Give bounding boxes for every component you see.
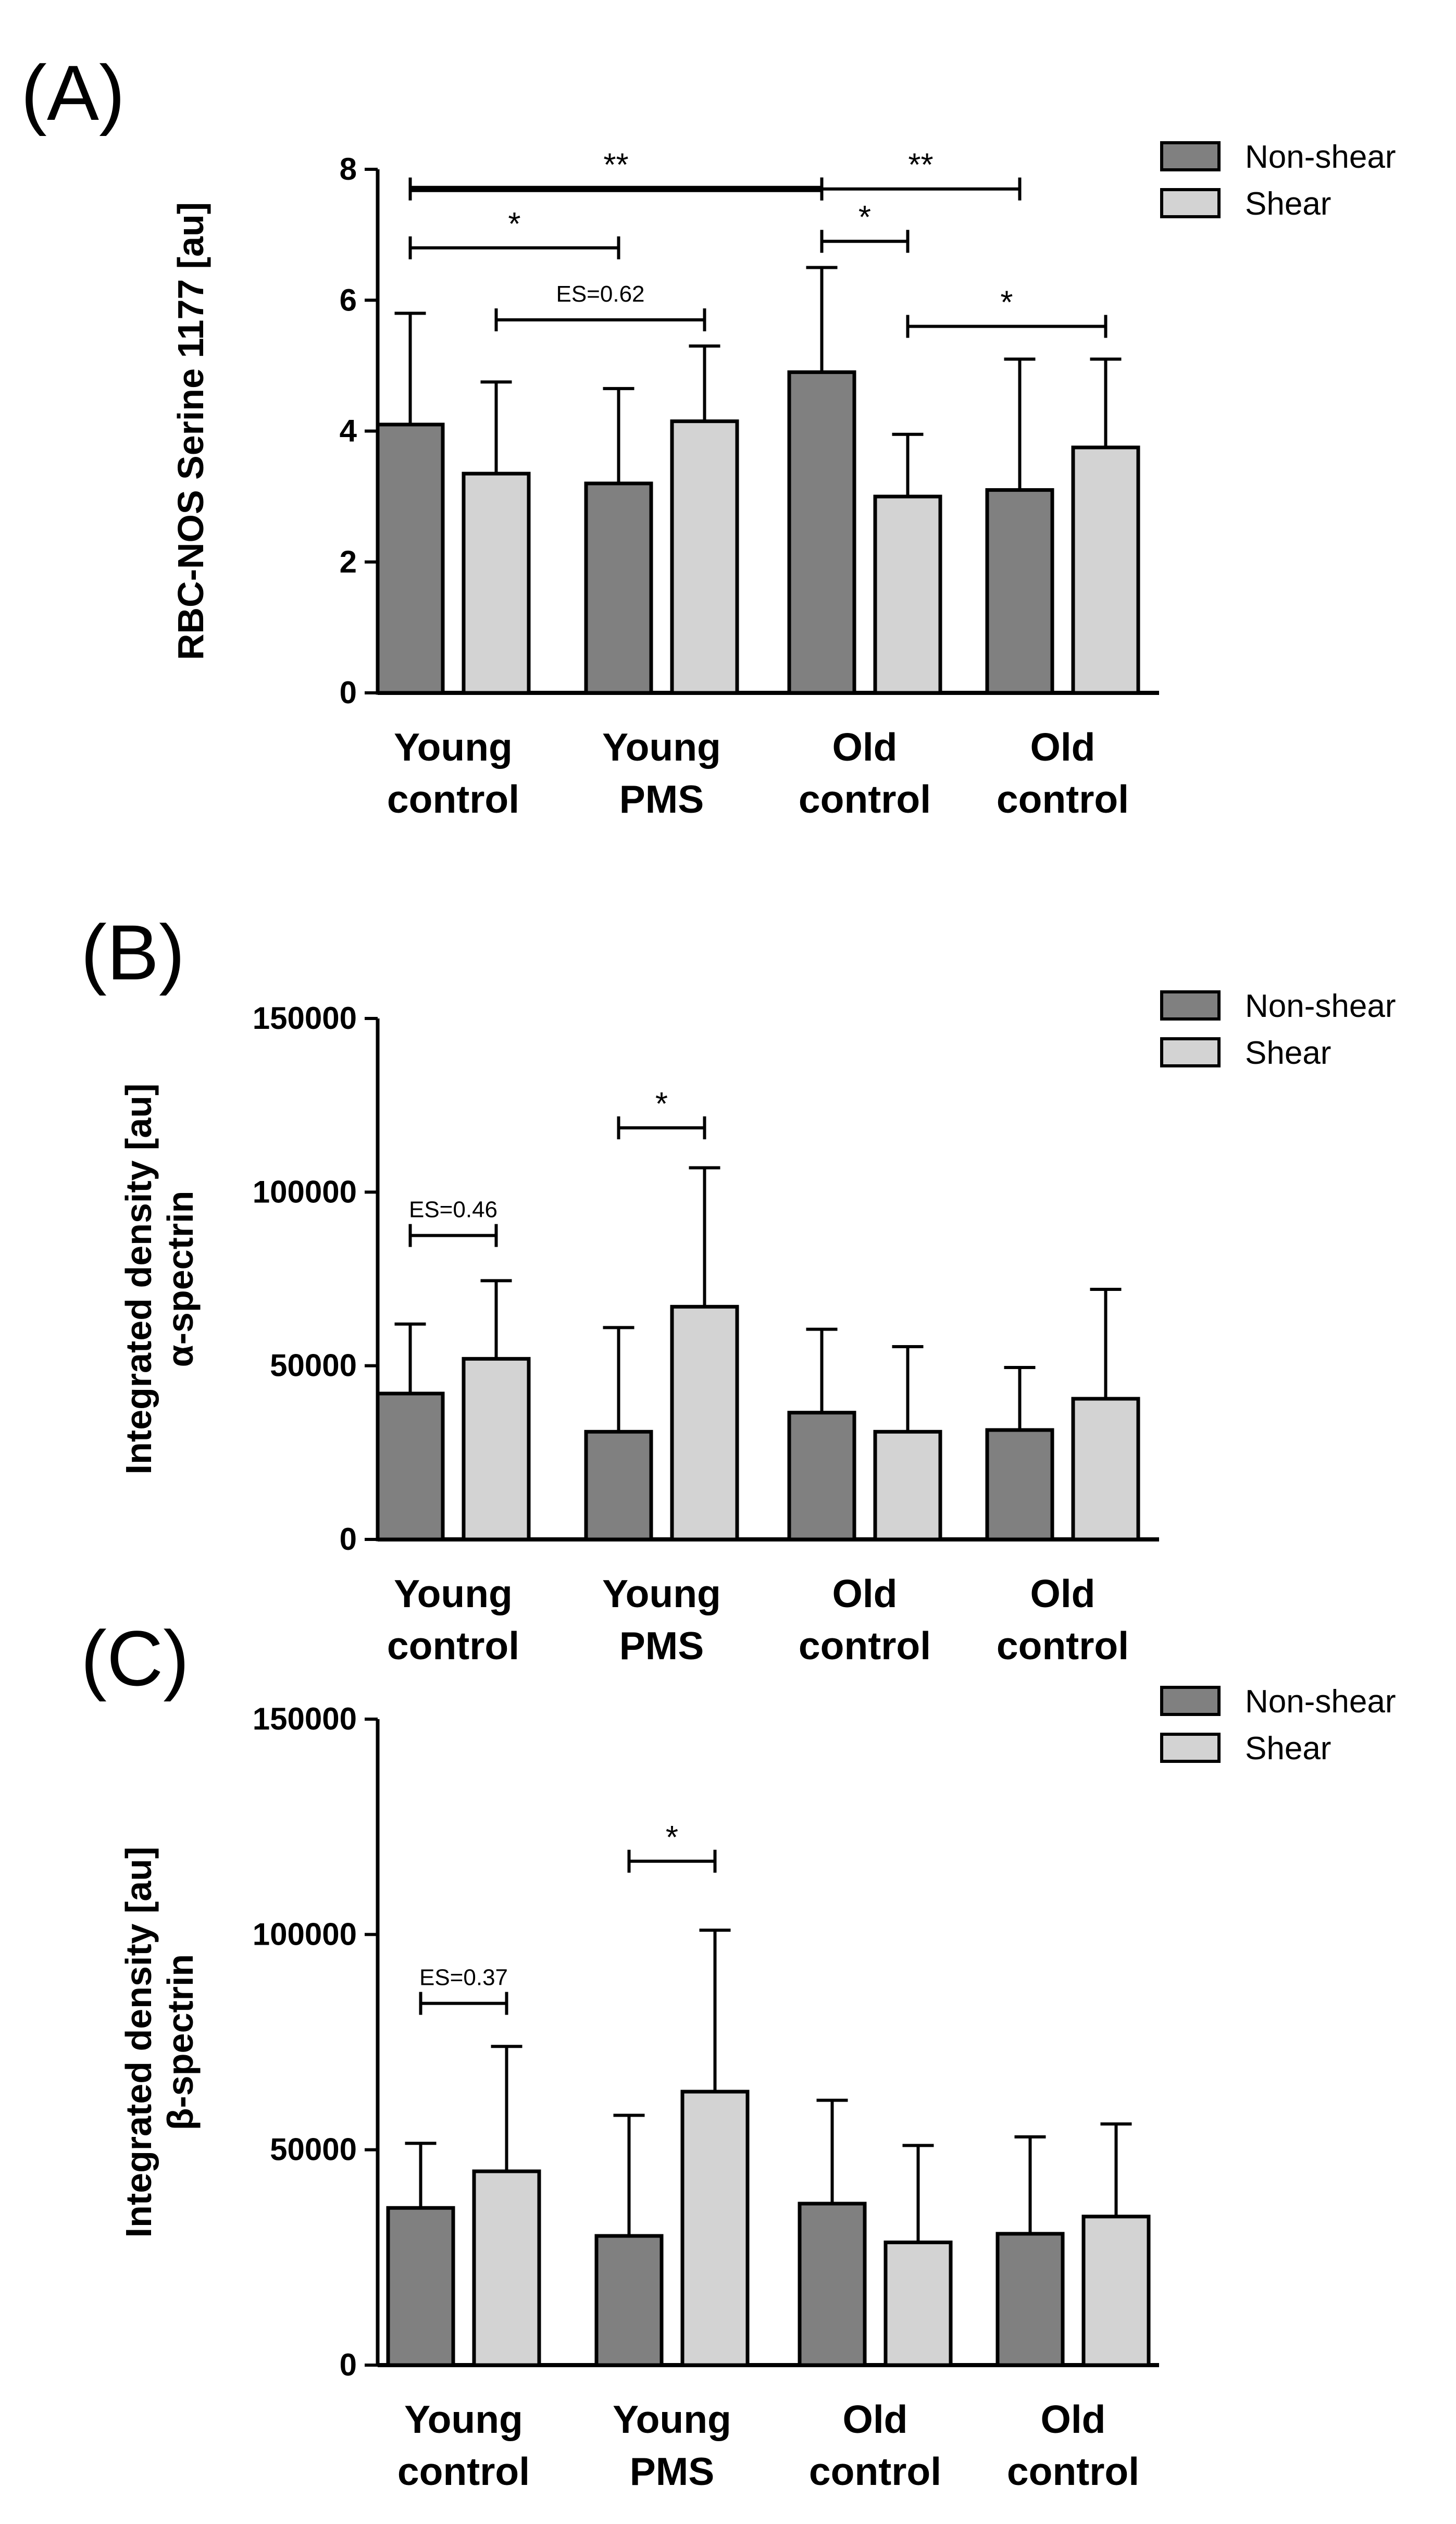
bar-nonshear — [787, 1411, 856, 1541]
y-axis-title: Integrated density [au] — [118, 1847, 159, 2238]
x-category-label: control — [809, 2450, 941, 2493]
legend-swatch — [1160, 1733, 1221, 1763]
y-tick-label: 0 — [340, 675, 357, 710]
x-category-label: Old — [832, 725, 898, 769]
x-category-label: PMS — [619, 777, 704, 821]
x-category-label: Old — [843, 2397, 908, 2441]
y-tick-label: 150000 — [253, 1701, 357, 1736]
bar-shear — [680, 2090, 750, 2367]
bar-nonshear — [798, 2202, 867, 2367]
significance-label: * — [858, 200, 871, 235]
chart-panel-c: (C) Integrated density [au] β-spectrin 0 500… — [81, 1614, 1396, 2493]
y-tick-label: 150000 — [253, 1001, 357, 1036]
legend-swatch — [1160, 141, 1221, 171]
bar-nonshear — [985, 488, 1054, 695]
bar-nonshear — [594, 2234, 664, 2367]
legend-swatch — [1160, 990, 1221, 1021]
bar-shear — [462, 471, 531, 695]
y-tick-label: 4 — [340, 414, 357, 449]
legend-label: Shear — [1245, 1731, 1331, 1767]
x-category-label: Young — [602, 725, 721, 769]
significance-label: ** — [603, 147, 628, 183]
bar-shear — [670, 419, 739, 695]
legend-swatch — [1160, 188, 1221, 218]
x-category-label: Young — [602, 1572, 721, 1615]
legend-label: Shear — [1245, 186, 1331, 222]
legend-label: Non-shear — [1245, 1684, 1396, 1720]
bar-nonshear — [787, 370, 856, 695]
panel-label: (C) — [81, 1614, 189, 1702]
chart-panel-b: (B) Integrated density [au] α-spectrin 0 500… — [81, 909, 1396, 1668]
y-axis-title: β-spectrin — [160, 1954, 201, 2130]
y-tick-label: 0 — [340, 1522, 357, 1557]
y-tick-label: 0 — [340, 2347, 357, 2382]
y-tick-label: 100000 — [253, 1917, 357, 1951]
chart-panel-a: (A) RBC-NOS Serine 1177 [au] 0 2 4 6 8 Young con… — [21, 49, 1396, 821]
bar-shear — [883, 2240, 953, 2367]
x-category-label: control — [799, 777, 931, 821]
y-tick-label: 8 — [340, 152, 357, 186]
y-tick-label: 2 — [340, 544, 357, 579]
bar-shear — [873, 494, 942, 695]
significance-label: * — [655, 1086, 668, 1122]
bar-shear — [462, 1357, 531, 1541]
bar-shear — [1071, 445, 1140, 695]
bar-nonshear — [995, 2232, 1065, 2367]
x-category-label: Old — [1030, 1572, 1096, 1615]
bar-shear — [873, 1429, 942, 1541]
legend-swatch — [1160, 1686, 1221, 1716]
y-axis-title: Integrated density [au] — [118, 1084, 159, 1475]
x-category-label: control — [799, 1624, 931, 1668]
y-tick-label: 50000 — [270, 1348, 357, 1383]
effect-size-label: ES=0.37 — [419, 1965, 508, 1991]
x-category-label: PMS — [630, 2450, 715, 2493]
bar-shear — [1071, 1397, 1140, 1541]
y-tick-label: 100000 — [253, 1174, 357, 1209]
effect-size-label: ES=0.62 — [556, 281, 644, 307]
legend-label: Non-shear — [1245, 988, 1396, 1024]
x-category-label: control — [997, 1624, 1129, 1668]
y-axis-title: RBC-NOS Serine 1177 [au] — [170, 202, 211, 660]
bar-shear — [670, 1304, 739, 1541]
significance-label: ** — [908, 147, 933, 183]
bar-nonshear — [985, 1428, 1054, 1541]
legend-label: Non-shear — [1245, 139, 1396, 175]
x-category-label: control — [1007, 2450, 1139, 2493]
x-category-label: control — [387, 1624, 519, 1668]
significance-label: * — [508, 206, 520, 242]
x-category-label: Young — [394, 725, 513, 769]
x-category-label: Old — [832, 1572, 898, 1615]
bar-nonshear — [584, 1429, 653, 1541]
significance-label: * — [666, 1820, 678, 1856]
y-tick-label: 6 — [340, 282, 357, 317]
x-category-label: Young — [404, 2397, 523, 2441]
bar-nonshear — [584, 481, 653, 695]
panel-label: (B) — [81, 909, 185, 996]
bar-nonshear — [376, 422, 445, 695]
bar-nonshear — [386, 2206, 455, 2367]
effect-size-label: ES=0.46 — [409, 1197, 497, 1223]
panel-label: (A) — [21, 49, 125, 136]
x-category-label: Young — [613, 2397, 731, 2441]
x-category-label: control — [387, 777, 519, 821]
bar-shear — [1081, 2215, 1151, 2367]
legend-label: Shear — [1245, 1035, 1331, 1071]
x-category-label: Old — [1030, 725, 1096, 769]
y-axis-title: α-spectrin — [160, 1191, 201, 1367]
x-category-label: Young — [394, 1572, 513, 1615]
x-category-label: control — [397, 2450, 530, 2493]
significance-label: * — [1000, 285, 1013, 321]
bar-shear — [472, 2169, 541, 2367]
y-tick-label: 50000 — [270, 2132, 357, 2167]
x-category-label: PMS — [619, 1624, 704, 1668]
legend-swatch — [1160, 1037, 1221, 1067]
x-category-label: control — [997, 777, 1129, 821]
x-category-label: Old — [1041, 2397, 1106, 2441]
bar-nonshear — [376, 1391, 445, 1541]
